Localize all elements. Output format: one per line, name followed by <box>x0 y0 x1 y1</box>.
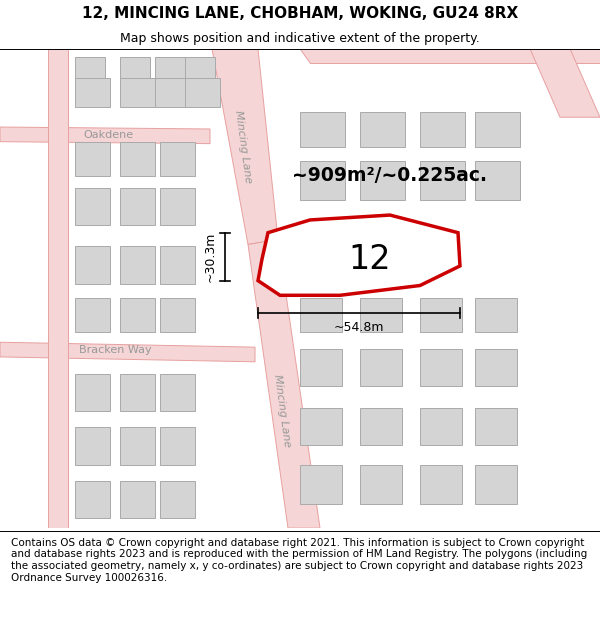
Bar <box>420 161 465 201</box>
Bar <box>120 142 155 176</box>
Text: Oakdene: Oakdene <box>83 130 133 140</box>
Polygon shape <box>48 49 68 528</box>
Bar <box>475 349 517 386</box>
Bar <box>160 428 195 464</box>
Text: Mincing Lane: Mincing Lane <box>272 374 292 448</box>
Bar <box>420 464 462 504</box>
Bar <box>300 161 345 201</box>
Bar <box>300 349 342 386</box>
Text: ~30.3m: ~30.3m <box>203 231 217 282</box>
Bar <box>360 408 402 445</box>
Bar <box>75 57 105 78</box>
Bar <box>475 464 517 504</box>
Polygon shape <box>258 215 460 295</box>
Bar <box>360 298 402 332</box>
Bar <box>360 349 402 386</box>
Bar <box>160 374 195 411</box>
Polygon shape <box>530 49 600 118</box>
Bar <box>420 298 462 332</box>
Bar <box>75 428 110 464</box>
Text: Bracken Way: Bracken Way <box>79 345 151 355</box>
Polygon shape <box>0 342 255 362</box>
Bar <box>300 408 342 445</box>
Bar <box>160 142 195 176</box>
Bar <box>420 112 465 147</box>
Bar <box>300 298 342 332</box>
Bar <box>120 428 155 464</box>
Bar <box>360 112 405 147</box>
Text: 12, MINCING LANE, CHOBHAM, WOKING, GU24 8RX: 12, MINCING LANE, CHOBHAM, WOKING, GU24 … <box>82 6 518 21</box>
Bar <box>395 227 433 256</box>
Bar <box>340 223 380 254</box>
Text: Contains OS data © Crown copyright and database right 2021. This information is : Contains OS data © Crown copyright and d… <box>11 538 587 582</box>
Text: Map shows position and indicative extent of the property.: Map shows position and indicative extent… <box>120 31 480 44</box>
Bar <box>420 408 462 445</box>
Bar <box>420 349 462 386</box>
Bar <box>475 298 517 332</box>
Text: ~54.8m: ~54.8m <box>334 321 384 334</box>
Bar <box>160 481 195 518</box>
Bar <box>75 78 110 108</box>
Bar <box>475 161 520 201</box>
Bar <box>75 142 110 176</box>
Bar <box>75 246 110 284</box>
Text: 12: 12 <box>349 242 391 276</box>
Bar <box>120 78 155 108</box>
Bar <box>475 112 520 147</box>
Bar <box>155 57 185 78</box>
Bar <box>360 464 402 504</box>
Bar <box>120 246 155 284</box>
Bar <box>160 298 195 332</box>
Bar <box>75 481 110 518</box>
Bar <box>160 188 195 225</box>
Bar <box>155 78 190 108</box>
Bar <box>120 298 155 332</box>
Bar <box>300 464 342 504</box>
Polygon shape <box>248 239 320 528</box>
Text: ~909m²/~0.225ac.: ~909m²/~0.225ac. <box>293 166 487 186</box>
Bar <box>360 161 405 201</box>
Polygon shape <box>0 127 210 144</box>
Bar <box>75 188 110 225</box>
Bar <box>160 246 195 284</box>
Bar <box>185 78 220 108</box>
Bar <box>75 374 110 411</box>
Polygon shape <box>300 49 600 63</box>
Bar <box>185 57 215 78</box>
Bar <box>120 481 155 518</box>
Bar <box>475 408 517 445</box>
Bar <box>120 188 155 225</box>
Bar <box>120 374 155 411</box>
Bar <box>75 298 110 332</box>
Bar <box>300 112 345 147</box>
Bar <box>120 57 150 78</box>
Text: Mincing Lane: Mincing Lane <box>233 109 253 184</box>
Polygon shape <box>212 49 278 244</box>
